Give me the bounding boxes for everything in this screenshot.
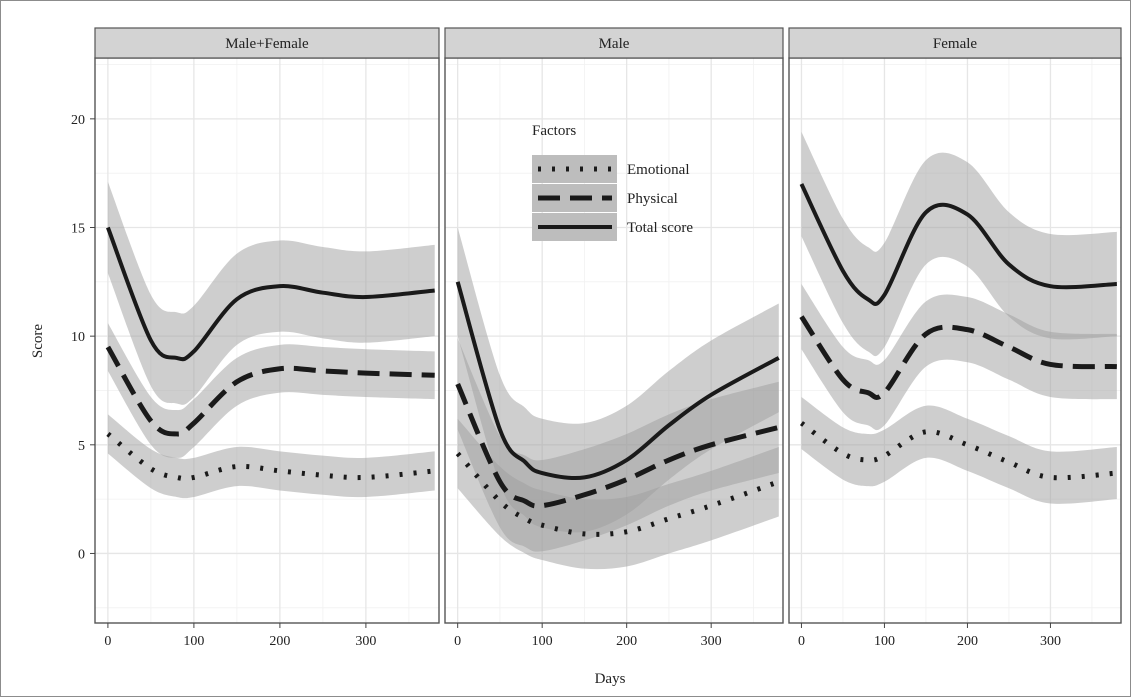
y-tick-label: 15 [71,222,85,237]
legend-label: Total score [627,220,693,236]
facet-title: Male [599,36,630,52]
x-tick-label: 0 [798,634,805,649]
facet-title: Male+Female [225,36,309,52]
facet-strip [788,27,1122,59]
y-tick-label: 10 [71,330,85,345]
band-physical [801,284,1117,431]
panel-male-female: Male+Female 0 100 200 300 0 5 10 15 20 [71,27,440,649]
x-tick-label: 300 [355,634,376,649]
band-total-score [107,181,435,405]
x-tick-label: 200 [616,634,637,649]
series-line-physical [105,345,435,437]
x-tick-label: 300 [701,634,722,649]
panels-layer: Male+Female 0 100 200 300 0 5 10 15 20 Male 0 100 200… [71,27,1122,649]
x-axis-title: Days [595,671,626,687]
legend-label: Emotional [627,162,690,178]
legend: Factors Emotional Physical Total score [532,123,693,241]
x-tick-label: 100 [183,634,204,649]
panel-female: Female 0 100 200 300 [788,27,1122,649]
x-tick-label: 200 [269,634,290,649]
series-line-physical [455,382,780,509]
legend-key [532,155,617,183]
legend-title: Factors [532,123,576,139]
band-emotional [801,397,1117,504]
x-tick-label: 0 [454,634,461,649]
x-tick-label: 100 [532,634,553,649]
y-tick-label: 20 [71,113,85,128]
series-line-total-score [799,183,1117,306]
facet-strip [94,27,440,59]
series-line-total-score [455,281,780,480]
x-tick-label: 0 [104,634,111,649]
x-tick-label: 200 [957,634,978,649]
series-line-emotional [455,451,780,537]
legend-label: Physical [627,191,678,207]
y-tick-label: 0 [78,547,85,562]
facet-title: Female [933,36,977,52]
band-emotional [107,414,435,499]
x-tick-label: 300 [1040,634,1061,649]
series-line-emotional [799,421,1118,481]
series-line-total-score [106,226,435,362]
panel-male: Male 0 100 200 300 [444,27,784,649]
y-axis-title: Score [30,324,46,358]
band-total-score [457,227,779,533]
series-line-physical [799,315,1117,400]
y-tick-label: 5 [78,439,85,454]
facet-strip [444,27,784,59]
x-tick-label: 100 [874,634,895,649]
